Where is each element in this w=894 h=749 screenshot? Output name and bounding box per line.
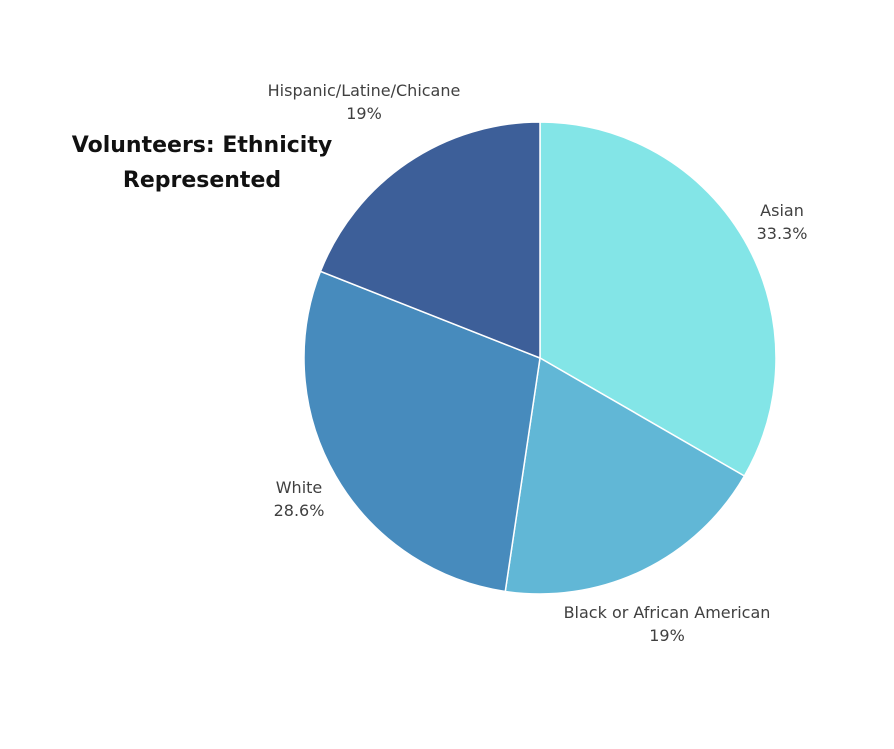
slice-value-hispanic-latine-chicane: 19% xyxy=(346,104,382,123)
pie-slice-black-or-african-american xyxy=(504,356,746,595)
slice-label-black-or-african-american: Black or African American xyxy=(564,603,771,622)
chart-title-line-2: Represented xyxy=(122,168,282,193)
pie-slice-hispanic-latine-chicane xyxy=(319,121,541,360)
slice-label-white: White xyxy=(276,478,323,497)
slice-value-white: 28.6% xyxy=(274,501,325,520)
chart-title: Volunteers: Ethnicity Represented xyxy=(52,128,352,198)
pie-slice-asian xyxy=(539,121,777,478)
pie-slice-white xyxy=(303,270,541,593)
slice-label-hispanic-latine-chicane: Hispanic/Latine/Chicane xyxy=(268,81,461,100)
slice-label-asian: Asian xyxy=(760,201,804,220)
chart-title-line-1: Volunteers: Ethnicity xyxy=(71,133,333,158)
slice-value-asian: 33.3% xyxy=(757,224,808,243)
slice-value-black-or-african-american: 19% xyxy=(649,626,685,645)
